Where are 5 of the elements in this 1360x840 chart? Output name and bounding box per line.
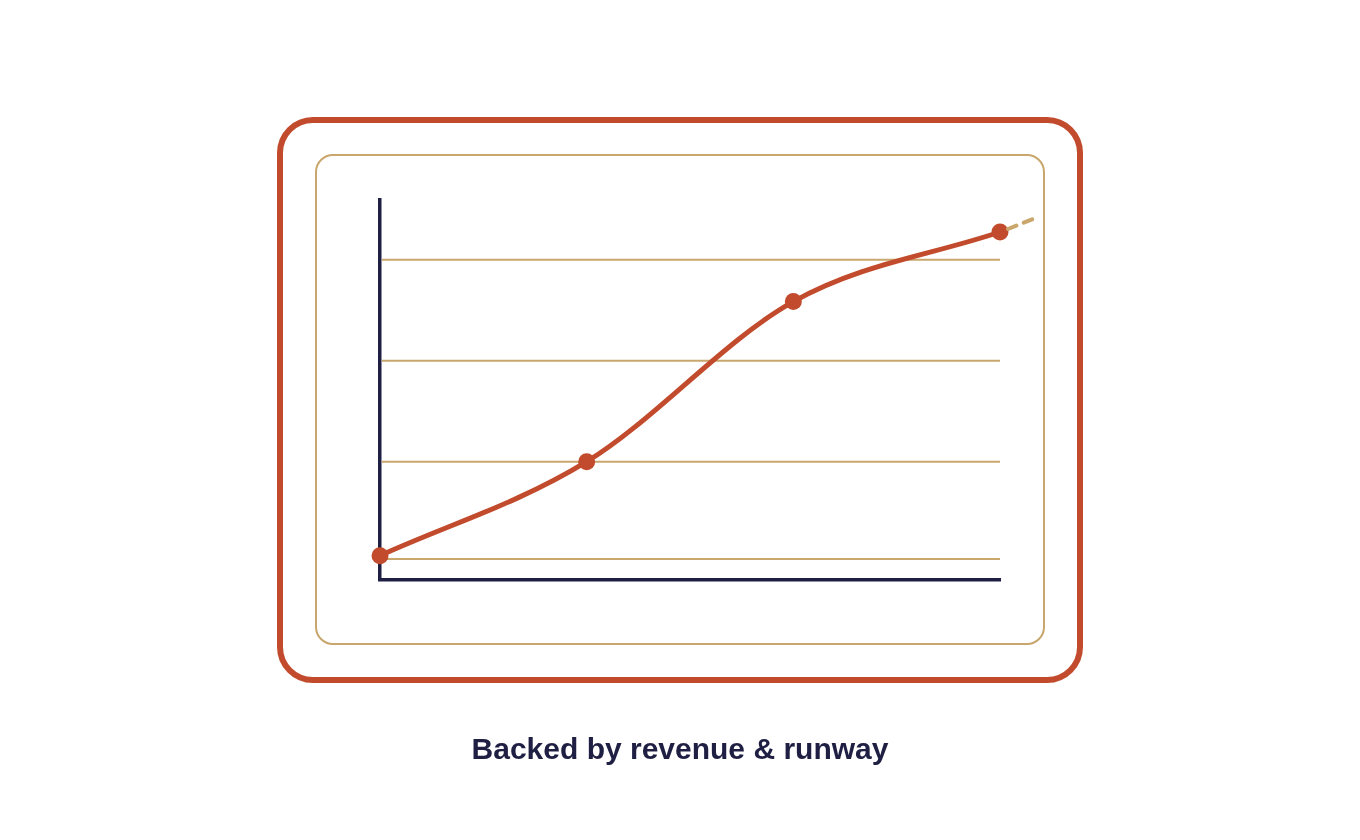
point [578, 453, 596, 471]
point [784, 293, 802, 311]
point [991, 223, 1009, 241]
point [371, 547, 389, 565]
text: Backed by revenue & runway [470, 731, 890, 767]
